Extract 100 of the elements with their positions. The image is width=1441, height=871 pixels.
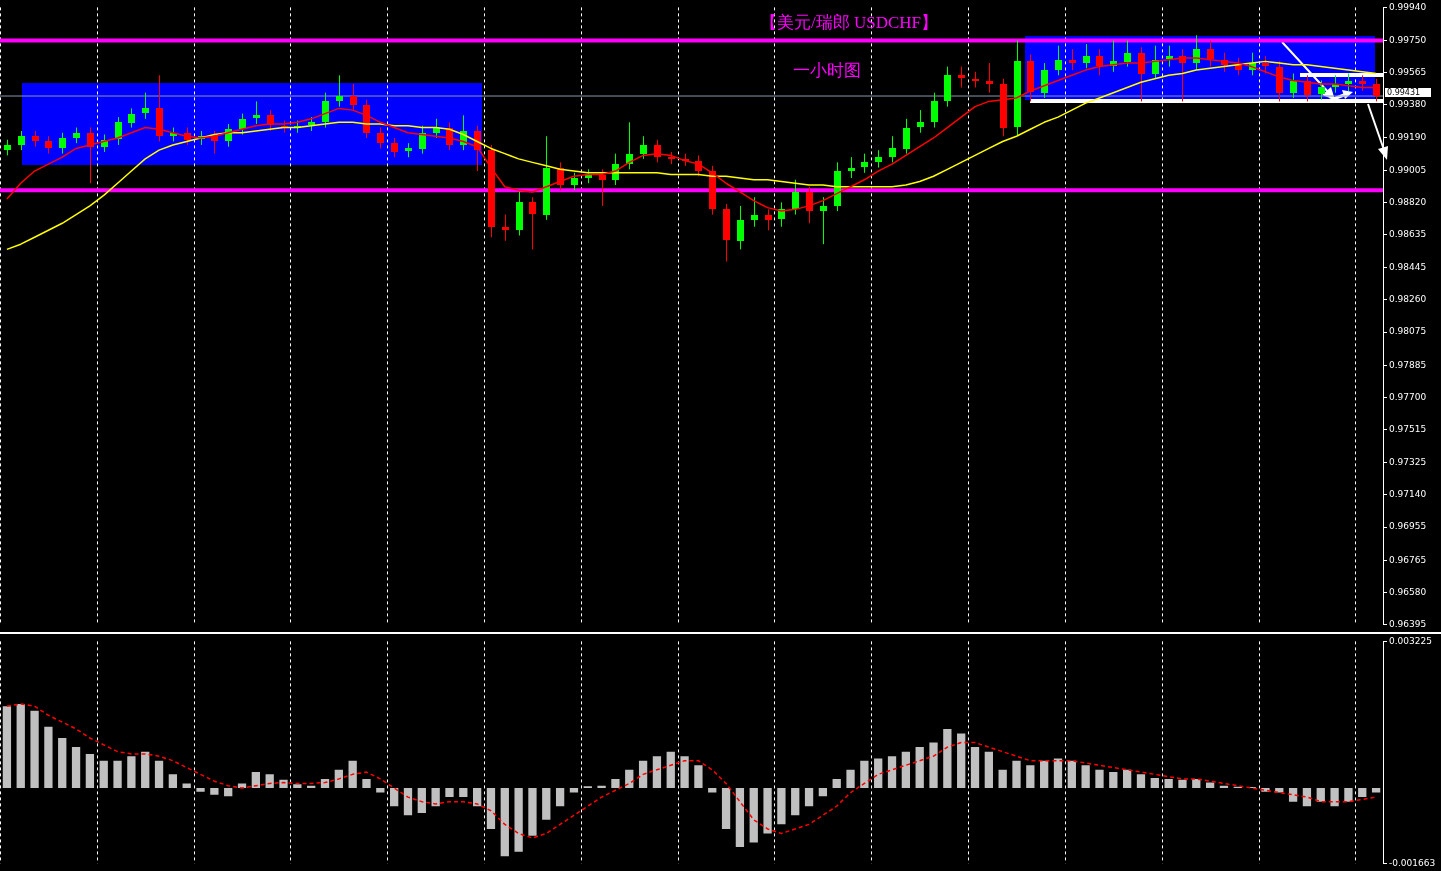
y-tick-label: 0.97515 (1389, 423, 1427, 434)
bar (846, 769, 855, 788)
y-tick-label: 0.98820 (1389, 196, 1427, 207)
bar (998, 769, 1007, 788)
bar (915, 747, 924, 788)
bar (984, 751, 993, 788)
candlestick (1124, 39, 1131, 68)
ref-line-label: 0.99431 (1387, 87, 1421, 97)
candlestick (737, 205, 744, 250)
bar (597, 785, 606, 788)
candlestick (889, 135, 896, 163)
bar (58, 738, 67, 788)
candlestick (1069, 48, 1076, 71)
candlestick (986, 62, 993, 94)
y-tick-label: 0.98445 (1389, 262, 1427, 273)
bar (113, 760, 122, 788)
y-tick-label: 0.99380 (1389, 99, 1427, 110)
y-tick-label: 0.97885 (1389, 359, 1427, 370)
candlestick (377, 127, 384, 149)
bar (293, 784, 302, 788)
bar (403, 788, 413, 816)
candlestick (128, 107, 135, 129)
candlestick (931, 92, 938, 129)
text: 一小时图 (793, 60, 861, 82)
chart-title: 【美元/瑞郎 USDCHF】 (760, 12, 939, 34)
bar (445, 788, 454, 798)
bar (486, 788, 496, 829)
bar (16, 703, 25, 788)
bar (1095, 769, 1104, 788)
candlestick (861, 153, 868, 174)
y-tick-label: 0.99940 (1389, 1, 1427, 12)
bar (860, 760, 869, 788)
bar (85, 753, 95, 788)
bar (1053, 758, 1063, 788)
bar (666, 751, 675, 788)
bar (182, 783, 191, 788)
bar (1288, 788, 1298, 802)
candlestick (751, 196, 758, 228)
bar (708, 788, 717, 793)
bar (680, 756, 689, 788)
bar (334, 769, 343, 788)
candlestick (350, 83, 357, 111)
candlestick (1055, 45, 1062, 76)
candlestick (391, 137, 398, 158)
bar (818, 788, 828, 797)
bar (1040, 760, 1049, 788)
candlestick (903, 118, 910, 155)
bar (721, 788, 731, 829)
bar (1123, 769, 1132, 788)
y-tick-label: 0.99750 (1389, 34, 1427, 45)
bar (1164, 778, 1173, 788)
bar (390, 788, 399, 807)
candlestick (1041, 62, 1048, 99)
candlestick (239, 113, 246, 135)
bar (500, 788, 509, 857)
y-tick-label: 0.99565 (1389, 67, 1427, 78)
y-tick-label: 0.96580 (1389, 586, 1427, 597)
y-tick-label: 0.99005 (1389, 164, 1427, 175)
bar (71, 747, 81, 788)
candlestick (1083, 43, 1090, 69)
candlestick (419, 125, 426, 155)
candlestick (1304, 74, 1311, 102)
bar (141, 751, 150, 788)
y-tick-label: 0.003225 (1389, 635, 1432, 646)
bar (874, 758, 883, 788)
bar (1081, 765, 1090, 788)
bar (970, 747, 980, 788)
bar (652, 756, 662, 788)
bar (1371, 788, 1381, 793)
bar (154, 760, 164, 788)
candlestick (529, 196, 536, 250)
bar (1026, 765, 1035, 788)
y-tick-label: 0.96955 (1389, 521, 1427, 532)
candlestick (599, 168, 606, 207)
y-tick-label: 0.97700 (1389, 391, 1427, 402)
candlestick (253, 100, 260, 125)
bar (1358, 788, 1367, 798)
bar (735, 788, 745, 848)
bar (555, 788, 565, 807)
bar (251, 772, 260, 788)
bar (901, 751, 911, 788)
bar (376, 788, 385, 793)
candlestick (640, 135, 647, 160)
bar (99, 760, 108, 788)
candlestick (917, 109, 924, 134)
y-tick-label: 0.96395 (1389, 618, 1427, 629)
bar (957, 733, 966, 788)
candlestick (848, 156, 855, 179)
bar (1316, 788, 1325, 802)
bar (210, 788, 219, 795)
candlestick (1166, 45, 1173, 68)
bar (763, 788, 772, 834)
bar (1150, 778, 1159, 788)
bar (431, 788, 440, 807)
bar (1136, 774, 1146, 788)
bar (943, 728, 952, 788)
candlestick (1318, 80, 1325, 101)
bar (528, 788, 537, 836)
line-series (6, 703, 1377, 839)
candlestick (820, 196, 827, 245)
